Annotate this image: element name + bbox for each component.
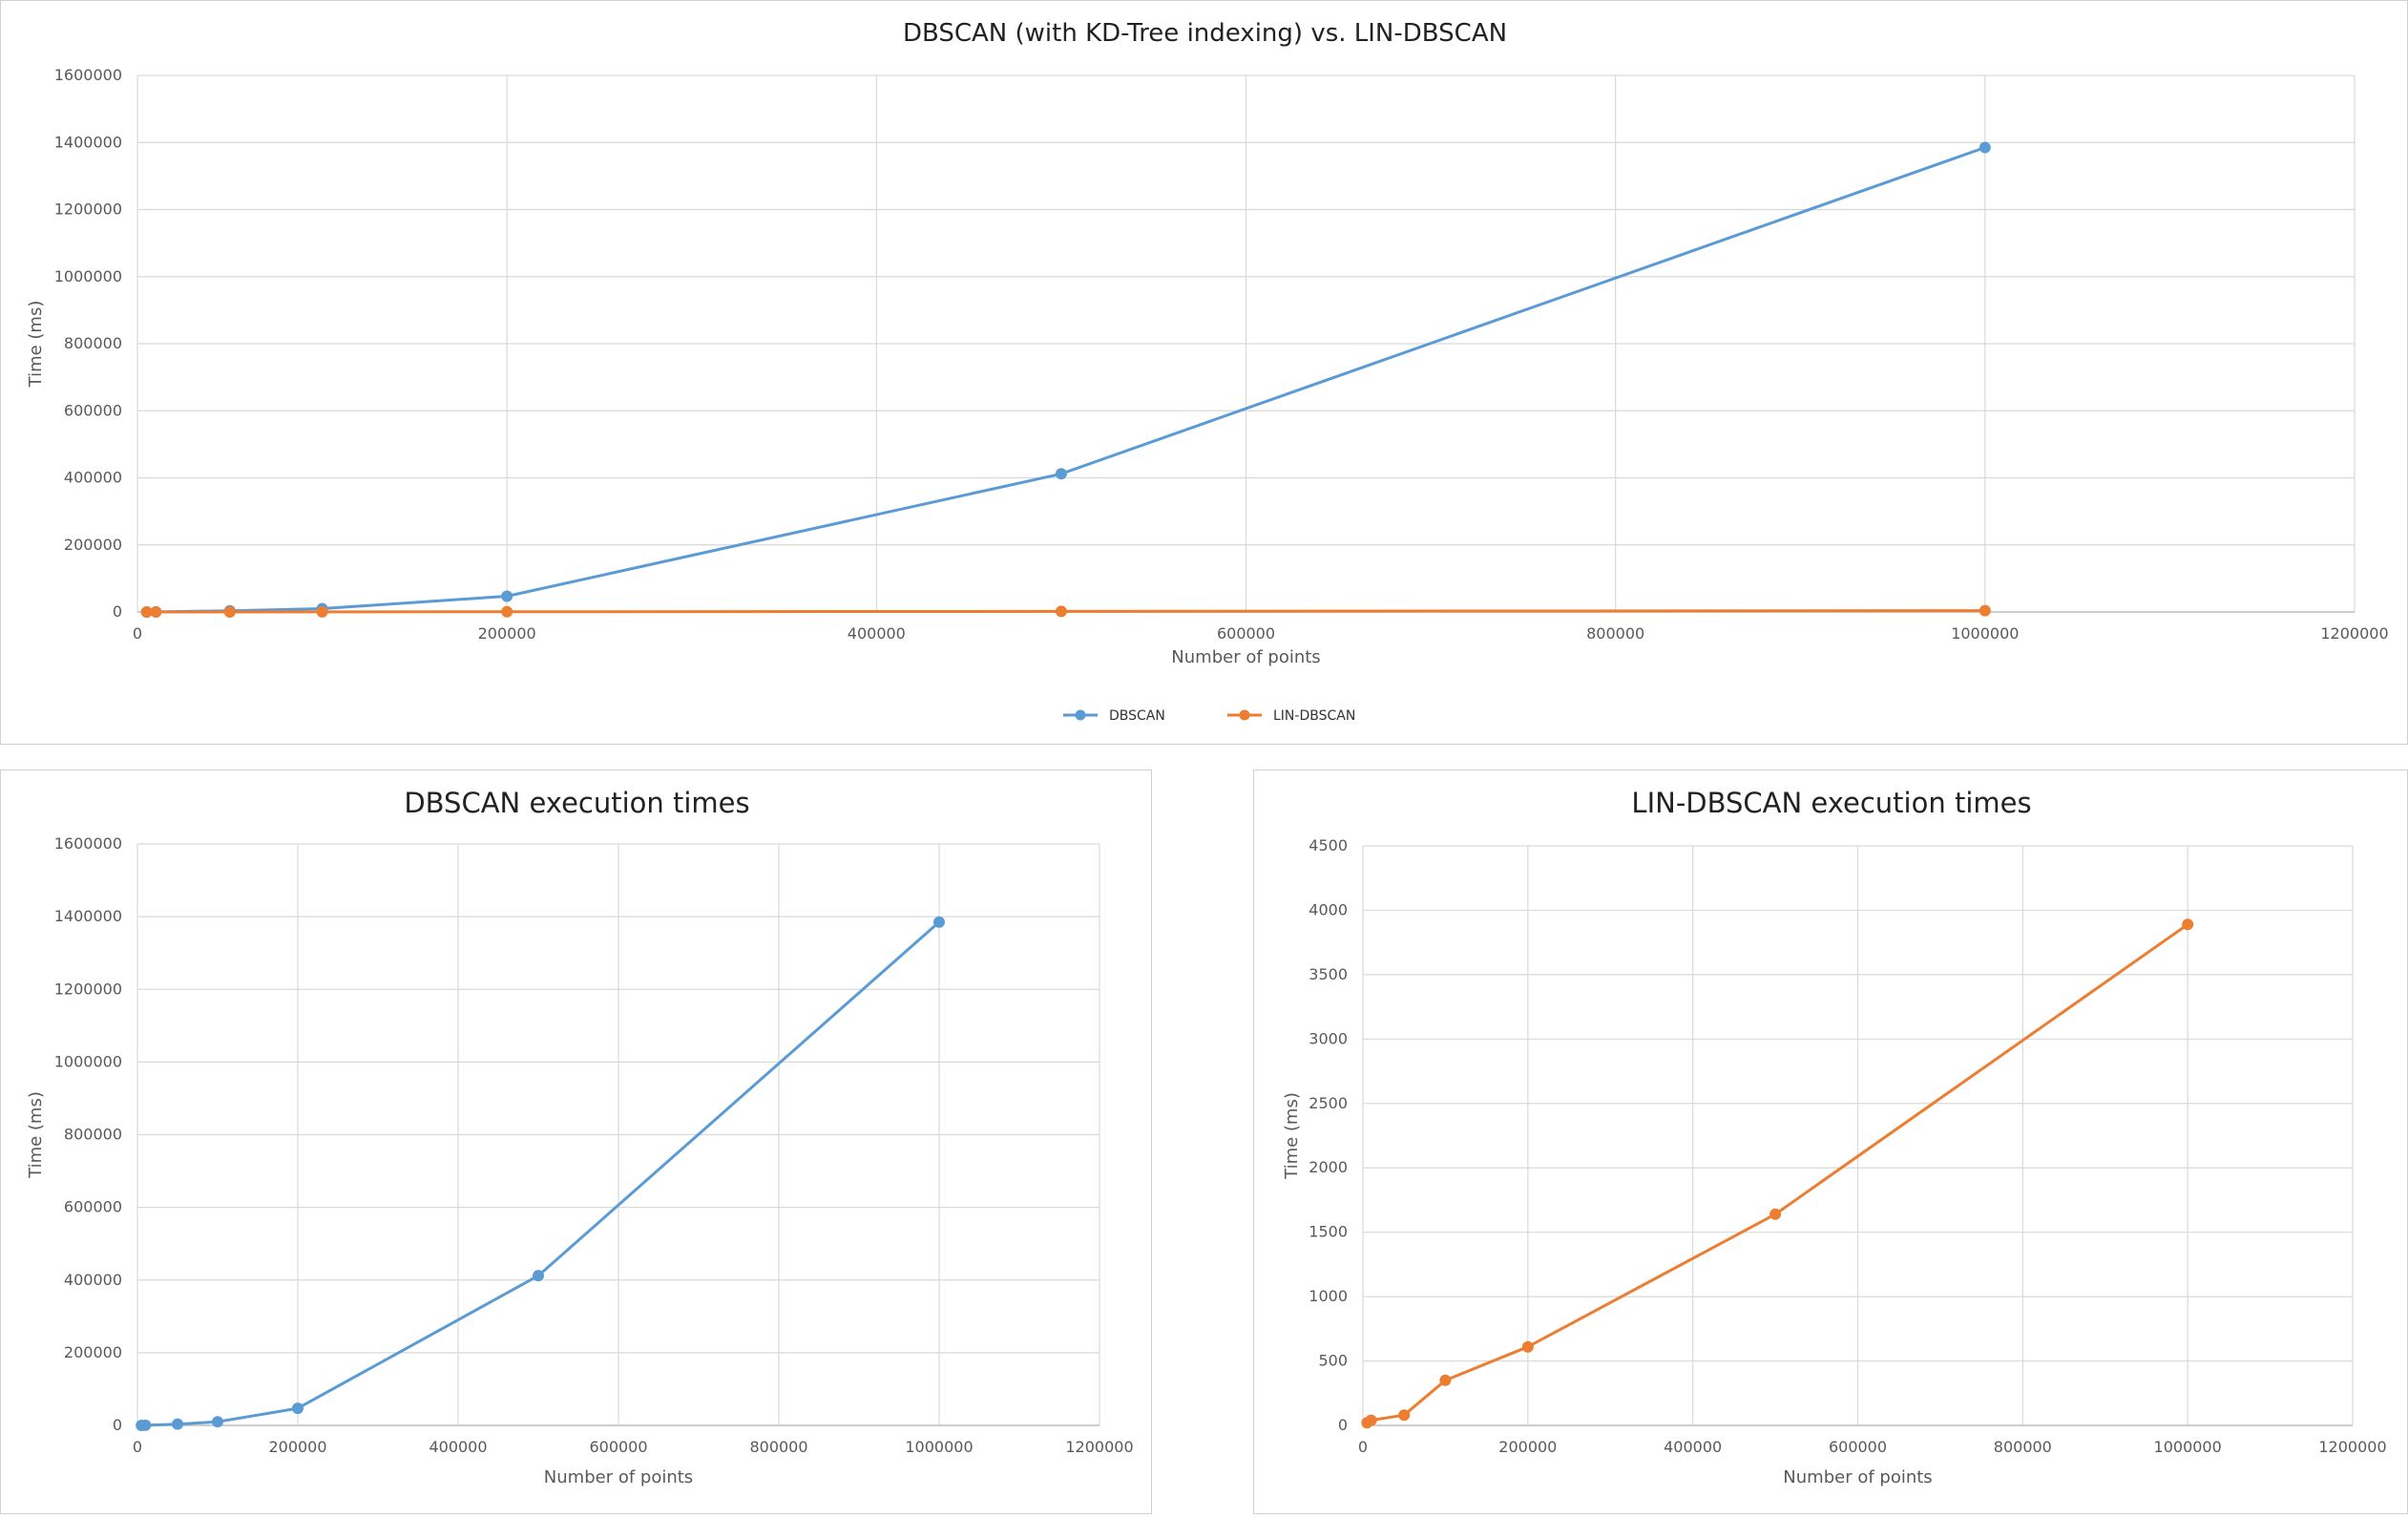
y-tick-label: 3000 bbox=[1309, 1029, 1348, 1047]
y-axis-label: Time (ms) bbox=[26, 301, 46, 389]
x-tick-label: 1000000 bbox=[2154, 1438, 2222, 1456]
data-point-dbscan bbox=[139, 1419, 152, 1431]
series-line-lin-dbscan bbox=[1366, 923, 2189, 1424]
y-tick-label: 1200000 bbox=[54, 980, 122, 998]
x-tick-label: 400000 bbox=[429, 1438, 487, 1456]
data-point-dbscan bbox=[533, 1270, 544, 1282]
y-tick-label: 600000 bbox=[64, 1198, 122, 1216]
y-tick-label: 1600000 bbox=[54, 66, 122, 84]
data-point-dbscan bbox=[1055, 468, 1067, 480]
y-tick-label: 1000000 bbox=[54, 1052, 122, 1070]
comparison-chart-svg: DBSCAN (with KD-Tree indexing) vs. LIN-D… bbox=[26, 19, 2389, 724]
data-point-dbscan bbox=[212, 1416, 223, 1428]
y-tick-label: 600000 bbox=[64, 401, 122, 419]
y-tick-label: 1400000 bbox=[54, 907, 122, 925]
y-tick-label: 4500 bbox=[1309, 836, 1348, 854]
data-point-lin-dbscan bbox=[1365, 1414, 1377, 1426]
data-point-dbscan bbox=[501, 590, 513, 602]
y-axis-label: Time (ms) bbox=[1282, 1092, 1302, 1180]
legend-marker-dbscan bbox=[1075, 709, 1086, 721]
x-tick-label: 600000 bbox=[1217, 624, 1275, 643]
chart-panel-dbscan: DBSCAN execution times 0 200000 400000 60000… bbox=[0, 770, 1152, 1514]
data-point-dbscan bbox=[292, 1402, 304, 1415]
legend-label-lin-dbscan: LIN-DBSCAN bbox=[1273, 708, 1355, 724]
y-tick-label: 0 bbox=[1338, 1416, 1348, 1434]
y-tick-label: 0 bbox=[113, 602, 122, 621]
y-tick-label: 2500 bbox=[1309, 1094, 1348, 1112]
x-axis-label: Number of points bbox=[544, 1467, 693, 1487]
x-tick-label: 600000 bbox=[1829, 1438, 1887, 1456]
y-tick-label: 1600000 bbox=[54, 834, 122, 853]
y-tick-label: 500 bbox=[1318, 1352, 1348, 1370]
data-point-lin-dbscan bbox=[316, 605, 328, 618]
x-tick-label: 400000 bbox=[1664, 1438, 1722, 1456]
x-tick-label: 600000 bbox=[589, 1438, 647, 1456]
y-tick-label: 400000 bbox=[64, 469, 122, 487]
x-tick-label: 200000 bbox=[268, 1438, 326, 1456]
x-tick-label: 800000 bbox=[749, 1438, 807, 1456]
data-point-lin-dbscan bbox=[140, 605, 153, 618]
y-axis-label: Time (ms) bbox=[26, 1091, 46, 1179]
data-point-lin-dbscan bbox=[1439, 1374, 1452, 1386]
x-tick-label: 1200000 bbox=[2320, 624, 2388, 643]
y-tick-label: 0 bbox=[113, 1416, 122, 1434]
series-line-dbscan bbox=[146, 146, 1986, 614]
x-tick-label: 200000 bbox=[478, 624, 536, 643]
data-point-lin-dbscan bbox=[223, 605, 236, 618]
x-tick-label: 1200000 bbox=[2318, 1438, 2386, 1456]
y-tick-label: 1000000 bbox=[54, 267, 122, 285]
legend-label-dbscan: DBSCAN bbox=[1109, 708, 1165, 724]
y-tick-label: 1200000 bbox=[54, 200, 122, 219]
y-tick-label: 200000 bbox=[64, 1343, 122, 1361]
y-tick-label: 400000 bbox=[64, 1271, 122, 1289]
chart-panel-comparison: DBSCAN (with KD-Tree indexing) vs. LIN-D… bbox=[0, 0, 2408, 745]
series-line-dbscan bbox=[141, 920, 940, 1427]
y-tick-label: 200000 bbox=[64, 536, 122, 554]
data-point-lin-dbscan bbox=[1055, 605, 1067, 618]
y-tick-label: 3500 bbox=[1309, 965, 1348, 983]
chart-title-comparison: DBSCAN (with KD-Tree indexing) vs. LIN-D… bbox=[903, 19, 1507, 48]
x-tick-label: 1000000 bbox=[905, 1438, 973, 1456]
chart-panel-lin-dbscan: LIN-DBSCAN execution times 0 500 1000 1500 20… bbox=[1253, 770, 2408, 1514]
x-tick-label: 0 bbox=[133, 624, 142, 643]
data-point-lin-dbscan bbox=[1979, 604, 1991, 617]
x-tick-label: 200000 bbox=[1498, 1438, 1557, 1456]
y-tick-label: 1400000 bbox=[54, 133, 122, 151]
y-tick-label: 4000 bbox=[1309, 900, 1348, 918]
data-point-dbscan bbox=[172, 1418, 183, 1430]
x-axis-label: Number of points bbox=[1171, 647, 1320, 667]
legend-marker-lin-dbscan bbox=[1239, 709, 1250, 721]
x-tick-label: 800000 bbox=[1586, 624, 1644, 643]
data-point-lin-dbscan bbox=[150, 605, 162, 618]
y-tick-label: 2000 bbox=[1309, 1158, 1348, 1176]
x-tick-label: 1200000 bbox=[1065, 1438, 1133, 1456]
y-tick-label: 1000 bbox=[1309, 1287, 1348, 1305]
y-tick-label: 1500 bbox=[1309, 1223, 1348, 1241]
data-point-dbscan bbox=[1979, 141, 1991, 154]
chart-title-dbscan: DBSCAN execution times bbox=[404, 787, 749, 819]
data-point-dbscan bbox=[933, 916, 945, 928]
y-tick-label: 800000 bbox=[64, 1126, 122, 1144]
x-axis-label: Number of points bbox=[1783, 1467, 1932, 1487]
x-tick-label: 1000000 bbox=[1951, 624, 2019, 643]
data-point-lin-dbscan bbox=[2182, 918, 2194, 931]
chart-title-lin-dbscan: LIN-DBSCAN execution times bbox=[1631, 787, 2031, 819]
x-tick-label: 0 bbox=[1358, 1438, 1368, 1456]
data-point-lin-dbscan bbox=[1398, 1409, 1411, 1422]
x-tick-label: 800000 bbox=[1994, 1438, 2052, 1456]
data-point-lin-dbscan bbox=[1769, 1208, 1782, 1220]
lin-dbscan-chart-svg: LIN-DBSCAN execution times 0 500 1000 1500 20… bbox=[1282, 787, 2387, 1487]
x-tick-label: 0 bbox=[133, 1438, 142, 1456]
dbscan-chart-svg: DBSCAN execution times 0 200000 400000 60000… bbox=[26, 787, 1134, 1487]
data-point-lin-dbscan bbox=[501, 605, 513, 618]
x-tick-label: 400000 bbox=[848, 624, 906, 643]
data-point-lin-dbscan bbox=[1521, 1340, 1534, 1353]
y-tick-label: 800000 bbox=[64, 334, 122, 352]
